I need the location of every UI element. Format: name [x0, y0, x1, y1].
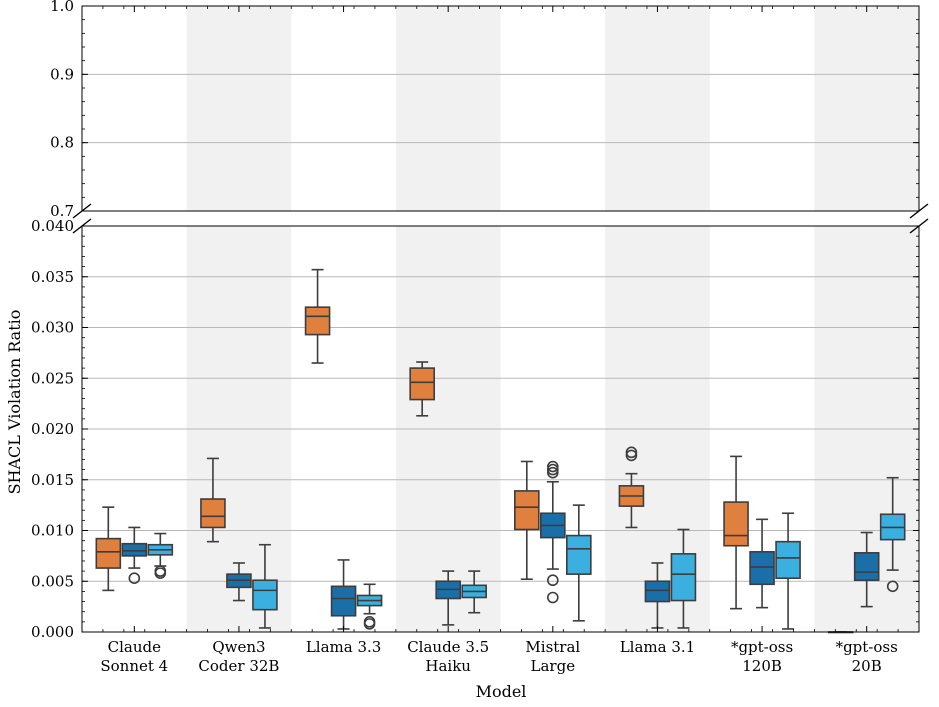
box-3-2 [461, 570, 487, 614]
y-axis-label: SHACL Violation Ratio [5, 310, 24, 495]
box-6-1 [749, 518, 775, 609]
ytick-label-lower-5: 0.025 [31, 369, 74, 387]
xtick-label-5-line1: Llama 3.1 [620, 638, 696, 656]
outlier-0 [625, 446, 638, 459]
xtick-label-1-line1: Qwen3 [212, 638, 265, 656]
ytick-label-lower-2: 0.010 [31, 522, 74, 540]
ytick-label-upper-1: 0.8 [50, 134, 74, 152]
box-iqr [775, 540, 801, 580]
xtick-label-7-line2: 20B [852, 657, 882, 675]
band-upper-5 [605, 6, 710, 211]
band-upper-7 [814, 6, 919, 211]
box-4-0 [514, 460, 540, 581]
outlier-0 [128, 572, 141, 585]
xtick-label-4-line2: Large [531, 657, 576, 675]
outlier-4 [547, 591, 559, 604]
ytick-label-lower-6: 0.030 [31, 319, 74, 337]
outlier-1 [625, 449, 638, 462]
ytick-label-lower-0: 0.000 [31, 623, 74, 641]
box-1-0 [200, 457, 226, 543]
xtick-label-0-line2: Sonnet 4 [100, 657, 168, 675]
box-5-0 [618, 446, 645, 529]
box-2-0 [304, 268, 331, 364]
outlier-0 [886, 580, 899, 593]
xtick-label-0-line1: Claude [108, 638, 161, 656]
tick-labels: 0.7 0.8 0.9 1.0 0.000 0.005 0.010 0.015 0.020 0.0… [31, 0, 898, 675]
box-3-1 [435, 570, 461, 626]
box-iqr [514, 490, 540, 531]
xtick-label-3-line2: Haiku [425, 657, 471, 675]
ytick-label-upper-3: 1.0 [50, 0, 74, 15]
box-4-2 [566, 504, 592, 622]
box-5-2 [670, 528, 697, 629]
box-iqr [723, 501, 749, 547]
box-6-2 [775, 512, 801, 630]
box-7-2 [879, 476, 906, 593]
axis-ticks [81, 5, 920, 633]
outlier-0 [547, 460, 559, 473]
xtick-label-6-line2: 120B [742, 657, 782, 675]
box-0-0 [95, 506, 122, 592]
xtick-label-4-line1: Mistral [525, 638, 580, 656]
box-1-1 [226, 562, 252, 602]
box-iqr [252, 579, 278, 611]
box-iqr [409, 367, 435, 401]
xtick-label-1-line2: Coder 32B [198, 657, 279, 675]
box-1-2 [252, 543, 278, 629]
xtick-label-3-line1: Claude 3.5 [407, 638, 489, 656]
outlier-1 [154, 567, 167, 579]
x-axis-label: Model [476, 682, 527, 701]
box-0-2 [147, 532, 174, 579]
box-iqr [566, 534, 592, 575]
box-4-1 [540, 460, 566, 604]
box-iqr [853, 552, 880, 582]
box-series [95, 268, 906, 634]
box-iqr [644, 580, 671, 603]
ytick-label-lower-4: 0.020 [31, 420, 74, 438]
outlier-2 [547, 466, 559, 479]
box-2-1 [330, 559, 357, 630]
box-iqr [304, 306, 331, 336]
axis-break-gap [81, 212, 920, 225]
box-iqr [330, 585, 357, 617]
ytick-label-lower-7: 0.035 [31, 268, 74, 286]
outlier-1 [547, 463, 559, 476]
xtick-label-6-line1: *gpt-oss [731, 638, 793, 656]
band-upper-3 [395, 6, 501, 211]
box-7-1 [853, 531, 880, 608]
ytick-label-lower-3: 0.015 [31, 471, 74, 489]
ytick-label-lower-8: 0.040 [31, 217, 74, 235]
box-6-0 [723, 455, 749, 610]
xtick-label-7-line1: *gpt-oss [836, 638, 898, 656]
outlier-3 [547, 574, 559, 587]
ytick-label-upper-0: 0.7 [50, 202, 74, 220]
box-iqr [200, 498, 226, 529]
box-iqr [95, 537, 122, 569]
box-iqr [121, 542, 148, 557]
ytick-label-upper-2: 0.9 [50, 65, 74, 83]
box-0-1 [121, 526, 148, 585]
xtick-label-2-line1: Llama 3.3 [306, 638, 382, 656]
ytick-label-lower-1: 0.005 [31, 572, 74, 590]
box-2-2 [356, 583, 383, 630]
box-iqr [670, 553, 697, 602]
band-upper-1 [186, 6, 292, 211]
box-iqr [749, 551, 775, 586]
outlier-1 [363, 618, 376, 630]
box-5-1 [644, 562, 671, 629]
box-3-0 [409, 361, 435, 417]
